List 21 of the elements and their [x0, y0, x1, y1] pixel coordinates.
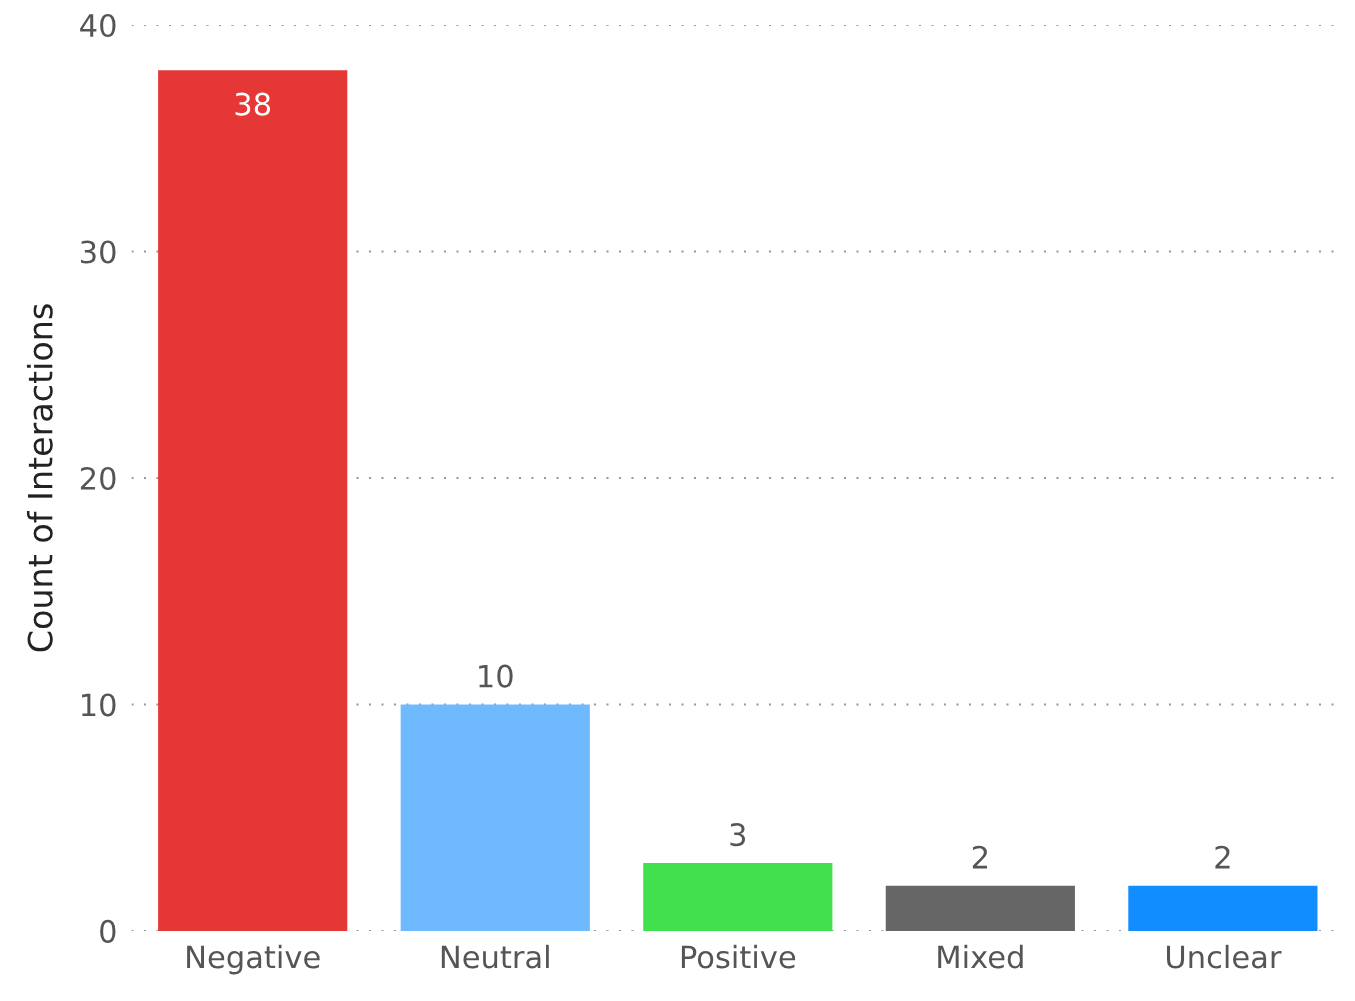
- data-label: 10: [479, 664, 513, 688]
- data-label: 2: [1215, 845, 1230, 869]
- bar: [400, 704, 590, 931]
- bar: [1128, 885, 1318, 931]
- y-tick-label: 20: [80, 466, 116, 491]
- x-tick-label: Mixed: [938, 944, 1023, 969]
- bar: [158, 70, 348, 931]
- y-tick-label: 0: [100, 919, 116, 943]
- data-label: 2: [972, 845, 987, 869]
- y-tick-label: 30: [80, 240, 116, 264]
- y-tick-label: 40: [80, 13, 116, 38]
- data-label: 3: [730, 823, 746, 847]
- y-tick-label: 10: [82, 693, 116, 717]
- bar: [643, 862, 833, 931]
- x-tick-label: Neutral: [441, 944, 549, 969]
- bar: [885, 885, 1075, 931]
- x-tick-label: Negative: [187, 944, 320, 975]
- x-tick-label: Positive: [681, 944, 796, 969]
- x-tick-label: Unclear: [1166, 944, 1282, 969]
- data-label: 38: [235, 92, 271, 116]
- y-axis-title: Count of Interactions: [26, 304, 53, 652]
